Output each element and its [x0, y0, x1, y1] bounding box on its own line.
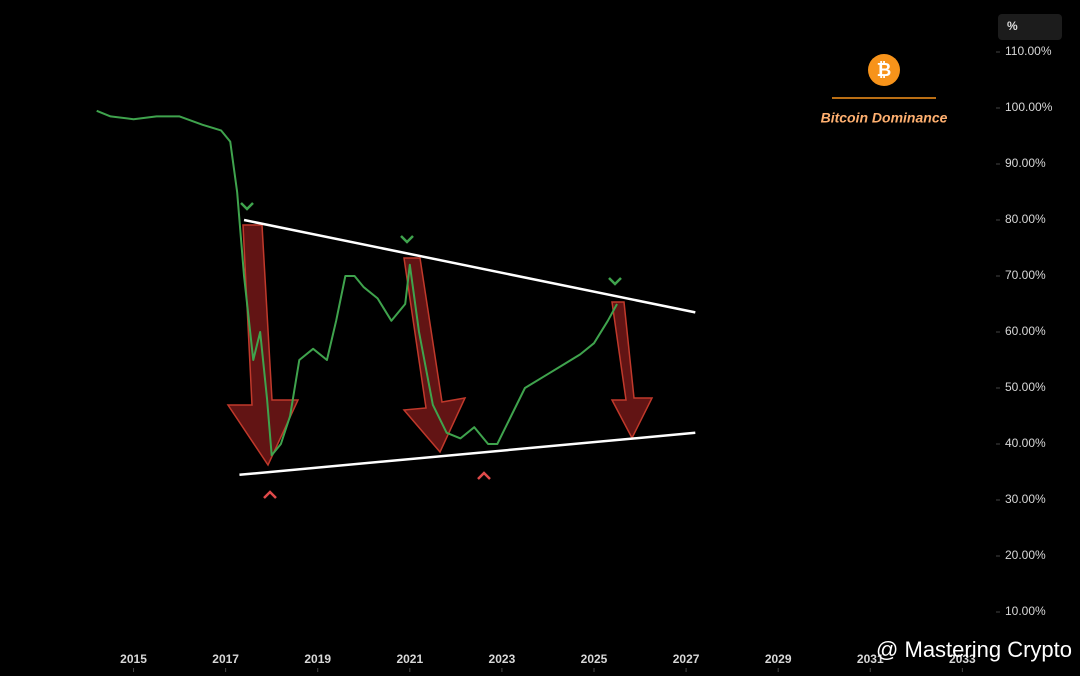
trendline	[243, 218, 696, 314]
top-marker	[240, 202, 254, 211]
x-tick-label: 2027	[673, 652, 700, 666]
y-tick-label: 110.00%	[1005, 44, 1052, 58]
y-tick-label: 80.00%	[1005, 212, 1046, 226]
unit-label[interactable]: %	[1007, 19, 1018, 33]
x-tick-label: 2029	[765, 652, 792, 666]
down-arrow	[226, 224, 300, 467]
chart-title: Bitcoin Dominance	[821, 110, 948, 126]
y-tick-label: 10.00%	[1005, 604, 1046, 618]
series-line	[96, 109, 618, 457]
y-tick-label: 100.00%	[1005, 100, 1053, 114]
x-tick-label: 2017	[212, 652, 239, 666]
down-arrow	[402, 257, 467, 454]
y-tick-label: 50.00%	[1005, 380, 1046, 394]
bottom-marker	[263, 490, 277, 499]
x-tick-label: 2033	[949, 652, 976, 666]
y-tick-label: 60.00%	[1005, 324, 1046, 338]
y-tick-label: 20.00%	[1005, 548, 1046, 562]
trendline	[239, 431, 696, 477]
bottom-marker	[477, 471, 491, 480]
down-arrow	[610, 301, 654, 440]
x-tick-label: 2019	[304, 652, 331, 666]
x-tick-label: 2023	[489, 652, 516, 666]
x-tick-label: 2025	[581, 652, 608, 666]
unit-box[interactable]	[998, 14, 1062, 40]
x-tick-label: 2015	[120, 652, 147, 666]
logo-circle	[868, 54, 900, 86]
y-tick-label: 40.00%	[1005, 436, 1046, 450]
x-tick-label: 2031	[857, 652, 884, 666]
top-marker	[400, 235, 414, 244]
y-tick-label: 70.00%	[1005, 268, 1046, 282]
y-tick-label: 90.00%	[1005, 156, 1046, 170]
x-tick-label: 2021	[396, 652, 423, 666]
markers	[240, 202, 622, 499]
top-marker	[608, 277, 622, 286]
logo: ₿	[877, 60, 892, 80]
watermark: @ Mastering Crypto	[876, 637, 1072, 662]
arrows	[226, 224, 654, 467]
y-tick-label: 30.00%	[1005, 492, 1046, 506]
